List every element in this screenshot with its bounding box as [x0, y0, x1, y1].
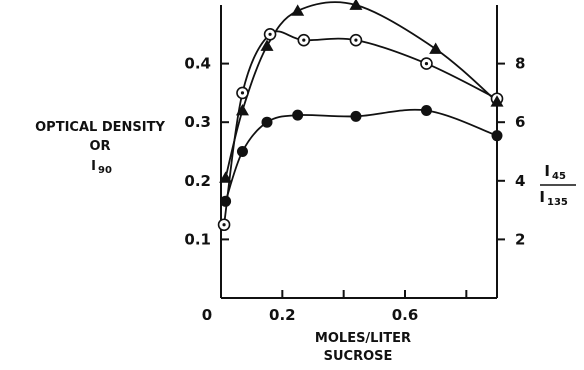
data-point-open-circle: [236, 86, 249, 100]
data-point-filled-circle: [350, 110, 362, 122]
data-point-open-circle: [297, 33, 311, 47]
data-point-filled-circle: [261, 116, 273, 128]
data-point-filled-circle: [491, 130, 503, 142]
x-ticks: 0 0.2 0.6: [202, 290, 468, 324]
y-right-tick-label: 2: [515, 230, 525, 248]
y-left-ticks: 0.1 0.2 0.3 0.4: [184, 55, 229, 248]
y-right-tick-label: 6: [515, 113, 525, 131]
data-point-open-circle: [263, 27, 277, 41]
data-point-filled-triangle: [235, 103, 249, 116]
data-point-filled-triangle: [260, 39, 274, 51]
y-right-tick-label: 8: [515, 55, 525, 73]
y-right-ticks: 2 4 6 8: [497, 55, 525, 248]
data-point-filled-triangle: [219, 171, 233, 183]
y-right-label-numerator: I: [544, 162, 550, 180]
x-tick-label: 0.6: [392, 306, 419, 324]
x-tick-label: 0: [202, 306, 212, 324]
y-left-label-line3: I: [91, 159, 96, 174]
series-line: [223, 30, 498, 225]
series-layer: [217, 0, 504, 232]
data-point-filled-circle: [420, 104, 432, 116]
data-point-filled-circle: [292, 109, 304, 121]
data-point-open-circle: [217, 218, 231, 232]
y-left-label-line1: OPTICAL DENSITY: [35, 120, 165, 135]
y-right-label-denominator: I: [539, 188, 545, 206]
data-point-open-circle: [349, 33, 363, 47]
y-left-label-line2: OR: [89, 139, 110, 154]
y-left-tick-label: 0.4: [184, 55, 211, 73]
y-left-label-line3-sub: 90: [98, 165, 112, 176]
y-left-tick-label: 0.3: [184, 113, 211, 131]
y-right-tick-label: 4: [515, 172, 525, 190]
y-left-tick-label: 0.1: [184, 230, 211, 248]
data-point-filled-triangle: [291, 4, 305, 16]
x-label-line1: MOLES/LITER: [315, 331, 411, 346]
series-line: [224, 1, 498, 179]
y-left-tick-label: 0.2: [184, 172, 211, 190]
x-label-line2: SUCROSE: [324, 349, 393, 364]
data-point-filled-triangle: [429, 42, 443, 54]
y-right-label-numerator-sub: 45: [552, 171, 566, 182]
data-point-filled-triangle: [349, 0, 363, 10]
x-tick-label: 0.2: [269, 306, 296, 324]
y-right-label-denominator-sub: 135: [547, 197, 568, 208]
data-point-filled-circle: [236, 146, 248, 157]
data-point-open-circle: [420, 57, 433, 70]
data-point-filled-circle: [220, 195, 232, 207]
data-point-filled-triangle: [490, 95, 504, 107]
